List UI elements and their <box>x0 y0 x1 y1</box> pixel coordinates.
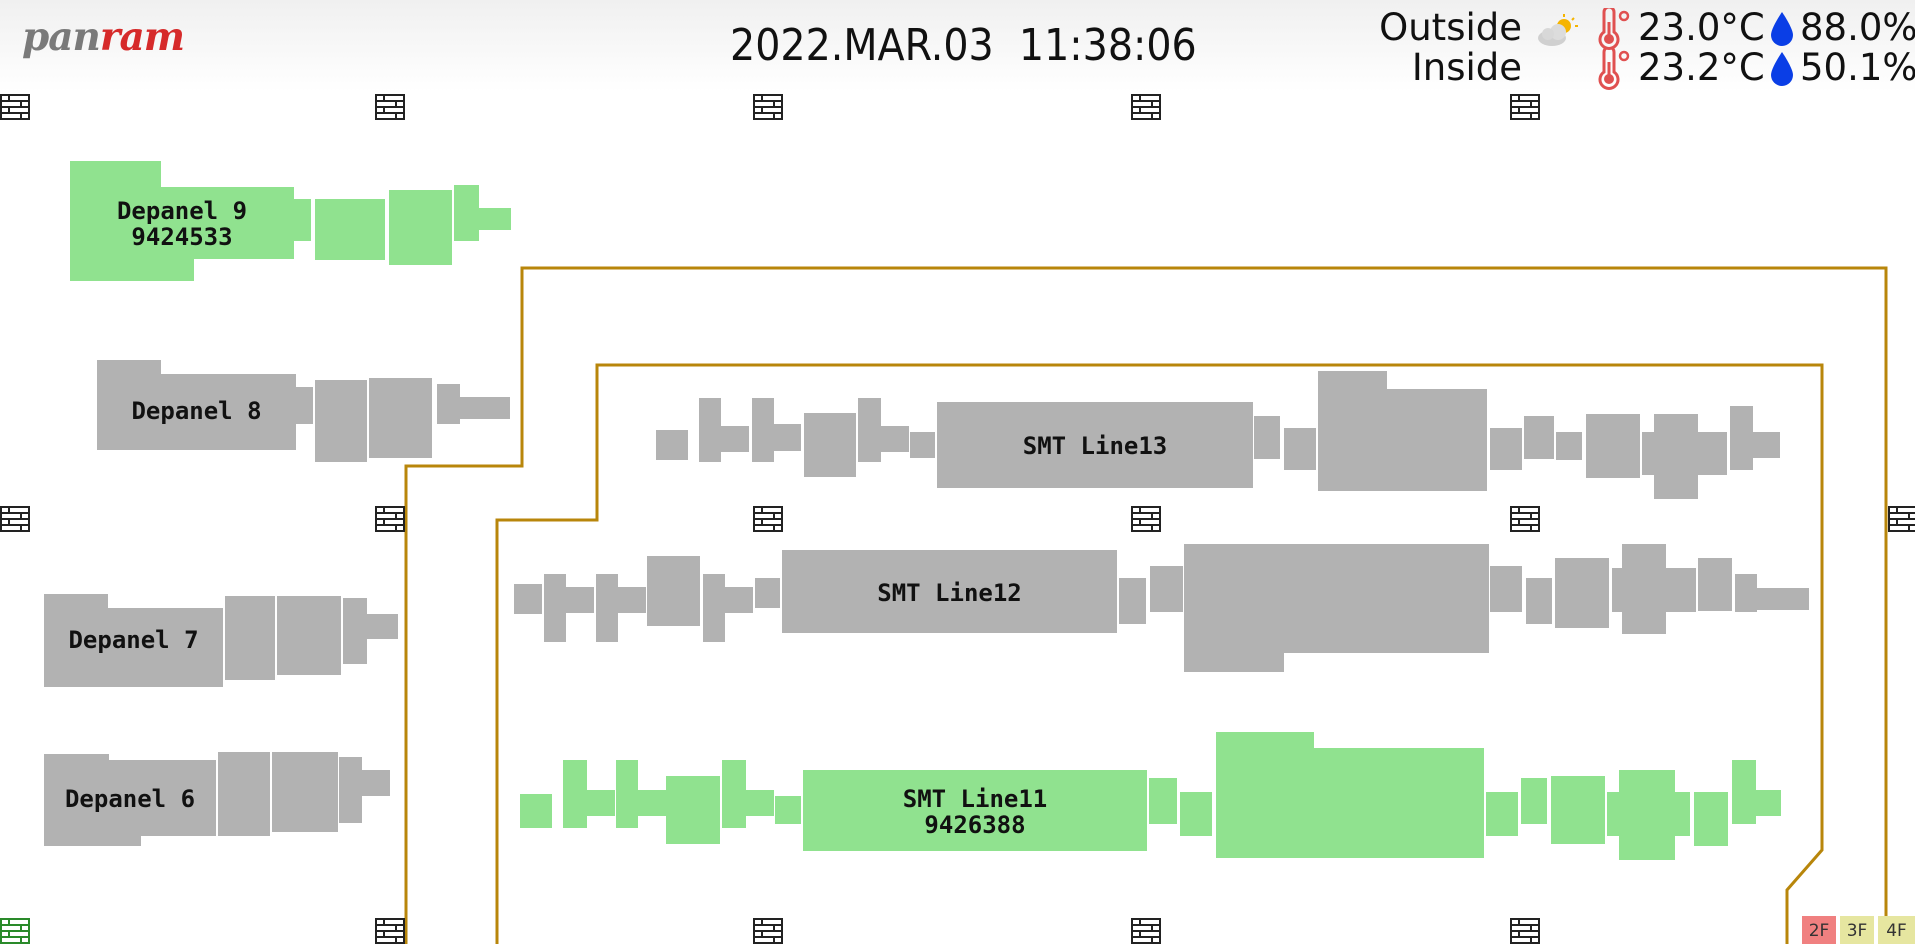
date-time-display: 2022.MAR.03 11:38:06 <box>730 20 1197 71</box>
position-marker-icon <box>753 94 783 120</box>
thermometer-icon <box>1598 48 1630 90</box>
humidity-drop-icon <box>1771 12 1793 46</box>
position-marker-icon <box>753 506 783 532</box>
inside-temperature: 23.2°C <box>1638 46 1765 89</box>
depanel-6-label: Depanel 6 <box>64 785 196 813</box>
partly-cloudy-icon <box>1538 14 1578 46</box>
position-marker-icon <box>1510 506 1540 532</box>
position-marker-icon <box>1131 94 1161 120</box>
position-marker-icon <box>1888 506 1915 532</box>
position-marker-icon <box>1131 506 1161 532</box>
position-marker-icon <box>375 918 405 944</box>
thermometer-icon <box>1598 8 1630 50</box>
position-marker-icon <box>0 918 30 944</box>
floor-button-3f[interactable]: 3F <box>1840 916 1874 944</box>
depanel-9-label: Depanel 9 9424533 <box>116 197 248 251</box>
smt-line-12-label: SMT Line12 <box>877 579 1022 607</box>
floor-button-2f[interactable]: 2F <box>1802 916 1836 944</box>
inside-humidity: 50.1% <box>1800 46 1915 89</box>
outside-temperature: 23.0°C <box>1638 6 1765 49</box>
current-date: 2022.MAR.03 <box>730 20 994 71</box>
smt-line-13-label: SMT Line13 <box>1022 432 1168 460</box>
outer-wall <box>404 266 1888 944</box>
panram-logo: panram <box>22 14 185 60</box>
humidity-drop-icon <box>1771 52 1793 86</box>
position-marker-icon <box>753 918 783 944</box>
position-marker-icon <box>0 94 30 120</box>
depanel-7-label: Depanel 7 <box>68 626 199 654</box>
outside-label: Outside <box>1379 6 1522 49</box>
smt-line-11-label: SMT Line11 9426388 <box>902 785 1048 839</box>
position-marker-icon <box>375 94 405 120</box>
position-marker-icon <box>1131 918 1161 944</box>
inside-label: Inside <box>1411 46 1522 89</box>
position-marker-icon <box>1510 918 1540 944</box>
depanel-8-label: Depanel 8 <box>131 397 262 425</box>
position-marker-icon <box>1510 94 1540 120</box>
current-time: 11:38:06 <box>1018 20 1197 71</box>
floor-button-4f[interactable]: 4F <box>1878 916 1915 944</box>
position-marker-icon <box>0 506 30 532</box>
position-marker-icon <box>375 506 405 532</box>
inner-wall <box>495 363 1824 944</box>
outside-humidity: 88.0% <box>1800 6 1915 49</box>
header-bar <box>0 0 1915 92</box>
